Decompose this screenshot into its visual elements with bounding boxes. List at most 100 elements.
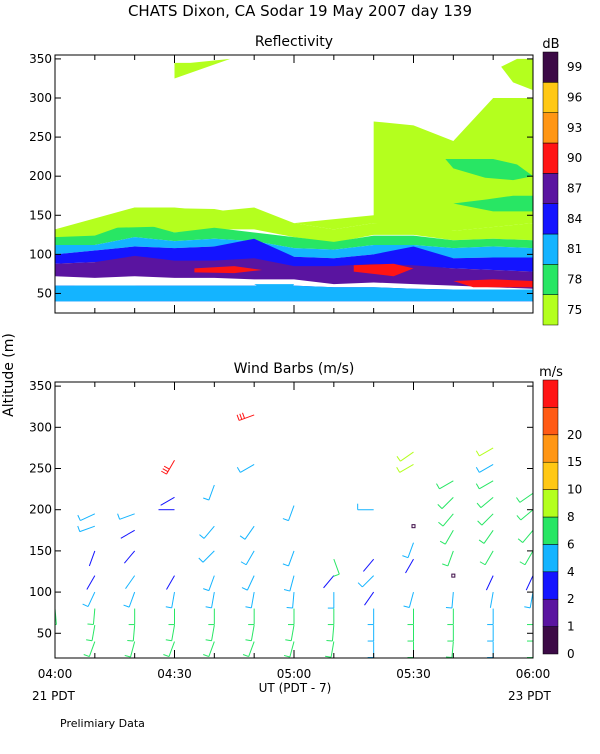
wind-barb [160,496,175,506]
x-tick-label: 04:30 [157,667,192,681]
wind-barb [396,463,414,473]
reflectivity-band [55,255,533,289]
colorbar-unit: dB [542,37,559,52]
wind-barb [128,608,136,626]
reflectivity-patch [453,195,533,212]
reflectivity-patch [55,98,533,231]
wind-barb [367,625,375,642]
wind-barb [117,513,135,520]
reflectivity-patch [254,284,294,302]
wind-barb [205,624,215,642]
panel-title: Wind Barbs (m/s) [234,361,355,377]
wind-barb [439,530,454,545]
y-tick-label: 100 [29,247,52,261]
wind-barb [166,575,175,590]
y-tick-label: 50 [37,286,52,300]
wind-barb [327,592,335,609]
wind-barb [524,592,533,609]
wind-barb [357,575,375,588]
colorbar-swatch [542,233,559,265]
wind-barb [55,559,56,561]
wind-barb [120,529,135,539]
colorbar-swatch [542,379,559,408]
wind-barb [161,460,175,475]
wind-barb [326,625,335,642]
wind-barb [487,608,494,626]
x-tick-label: 05:30 [396,667,431,681]
wind-barb [333,558,340,577]
reflectivity-band [55,221,533,250]
colorbar-swatch [542,51,559,83]
wind-barb [240,550,255,566]
wind-barb [402,542,414,559]
wind-barb [485,575,494,591]
wind-barb [283,641,295,658]
colorbar-swatch [542,598,559,627]
wind-barb [516,509,533,521]
wind-barb [285,624,295,642]
reflectivity-patch [453,279,533,288]
y-tick-label: 50 [37,626,52,640]
colorbar-swatch [542,294,559,326]
wind-barb [327,608,335,626]
wind-barb [364,591,375,606]
colorbar-label: 78 [567,273,582,287]
wind-barb [55,526,56,527]
wind-barb [357,503,374,511]
reflectivity-colorbar: dB 75 78 81 84 87 90 93 96 99 [542,37,582,326]
y-tick-label: 200 [29,503,52,517]
wind-barb [205,592,215,609]
colorbar-swatch [542,264,559,295]
wind-barb [286,592,295,609]
wind-barb [407,608,414,626]
reflectivity-band [55,285,533,302]
wind-barb [516,492,533,503]
wind-barb [487,641,494,658]
colorbar-swatch [542,626,559,655]
wind-barb [83,641,96,658]
colorbar-label: 10 [567,483,582,497]
wind-barb [477,513,494,526]
colorbar-swatch [542,407,559,436]
y-tick-label: 150 [29,208,52,222]
colorbar-label: 4 [567,565,575,579]
wind-barb [127,625,136,642]
colorbar-label: 96 [567,91,582,105]
wind-barb [519,550,533,566]
y-tick-label: 100 [29,585,52,599]
colorbar-label: 0 [567,647,575,661]
x-tick-label: 05:00 [277,667,312,681]
colorbar-label: 6 [567,537,575,551]
colorbar-label: 2 [567,592,575,606]
colorbar-label: 20 [567,428,582,442]
wind-barb [55,493,56,494]
wind-barb [163,641,175,658]
wind-barb-calm [451,573,456,578]
reflectivity-patch [194,266,263,274]
wind-barb [239,525,255,540]
wind-barb [475,463,494,473]
figure-title: CHATS Dixon, CA Sodar 19 May 2007 day 13… [128,2,472,20]
colorbar-label: 15 [567,455,582,469]
colorbar-swatch [542,173,559,204]
wind-barb [447,625,454,642]
wind-barb [165,592,175,609]
wind-barb [208,608,215,626]
colorbar-label: 90 [567,151,582,165]
colorbar-label: 75 [567,303,582,317]
wind-barb [323,575,335,589]
wind-barb [527,625,533,642]
wind-barb [479,550,494,566]
wind-barb [282,505,295,522]
wind-barb [123,591,136,608]
colorbar-label: 87 [567,182,582,196]
y-tick-label: 150 [29,544,52,558]
wind-barb [325,641,335,658]
wind-barb [88,550,96,567]
wind-barb [476,496,494,509]
wind-barb [403,591,414,609]
y-axis-label: Altitude (m) [1,333,17,417]
wind-barb [407,625,414,642]
